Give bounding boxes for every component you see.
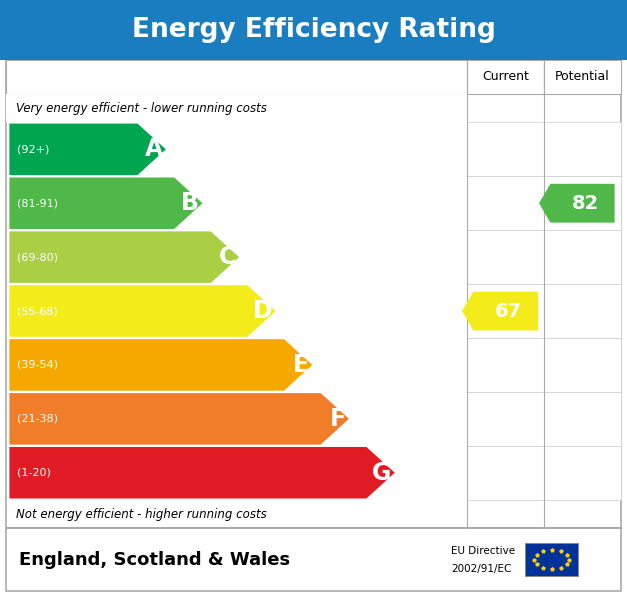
Text: (1-20): (1-20) bbox=[17, 467, 51, 478]
Text: (92+): (92+) bbox=[17, 144, 50, 155]
Text: Not energy efficient - higher running costs: Not energy efficient - higher running co… bbox=[16, 507, 266, 521]
Text: EU Directive: EU Directive bbox=[451, 546, 515, 556]
Bar bbox=[467, 338, 544, 392]
Text: (55-68): (55-68) bbox=[17, 306, 58, 316]
Bar bbox=[467, 446, 544, 500]
Bar bbox=[544, 446, 621, 500]
Bar bbox=[6, 60, 467, 94]
Text: E: E bbox=[293, 353, 309, 377]
Text: 82: 82 bbox=[572, 194, 599, 213]
Bar bbox=[0, 0, 627, 60]
Bar bbox=[467, 230, 544, 284]
Text: D: D bbox=[253, 299, 273, 323]
Bar bbox=[467, 176, 544, 230]
Bar bbox=[467, 60, 544, 94]
Bar bbox=[467, 392, 544, 446]
Polygon shape bbox=[9, 124, 166, 175]
Bar bbox=[467, 284, 544, 338]
Text: (39-54): (39-54) bbox=[17, 360, 58, 370]
Polygon shape bbox=[539, 184, 614, 223]
Bar bbox=[467, 122, 544, 176]
Bar bbox=[544, 230, 621, 284]
Text: Potential: Potential bbox=[555, 70, 610, 83]
Polygon shape bbox=[9, 447, 395, 498]
Bar bbox=[544, 176, 621, 230]
Bar bbox=[544, 338, 621, 392]
Text: F: F bbox=[330, 407, 346, 431]
Text: G: G bbox=[372, 461, 392, 485]
Bar bbox=[6, 94, 467, 122]
Bar bbox=[544, 60, 621, 94]
Bar bbox=[6, 528, 621, 591]
Bar bbox=[525, 543, 578, 576]
Bar bbox=[544, 284, 621, 338]
Text: Very energy efficient - lower running costs: Very energy efficient - lower running co… bbox=[16, 101, 266, 115]
Bar bbox=[544, 122, 621, 176]
Text: Energy Efficiency Rating: Energy Efficiency Rating bbox=[132, 17, 495, 43]
Polygon shape bbox=[462, 291, 538, 331]
Text: C: C bbox=[219, 245, 236, 269]
Polygon shape bbox=[9, 285, 276, 337]
Polygon shape bbox=[9, 232, 239, 283]
Text: England, Scotland & Wales: England, Scotland & Wales bbox=[19, 550, 290, 569]
Text: (69-80): (69-80) bbox=[17, 252, 58, 262]
Text: 2002/91/EC: 2002/91/EC bbox=[451, 564, 512, 574]
Text: Current: Current bbox=[482, 70, 529, 83]
Polygon shape bbox=[9, 393, 349, 445]
Polygon shape bbox=[9, 177, 203, 229]
Text: B: B bbox=[181, 191, 199, 216]
Bar bbox=[544, 392, 621, 446]
Text: (81-91): (81-91) bbox=[17, 198, 58, 208]
Text: A: A bbox=[144, 137, 163, 161]
Text: 67: 67 bbox=[495, 301, 522, 321]
Text: (21-38): (21-38) bbox=[17, 414, 58, 424]
Bar bbox=[6, 60, 621, 528]
Polygon shape bbox=[9, 339, 312, 390]
